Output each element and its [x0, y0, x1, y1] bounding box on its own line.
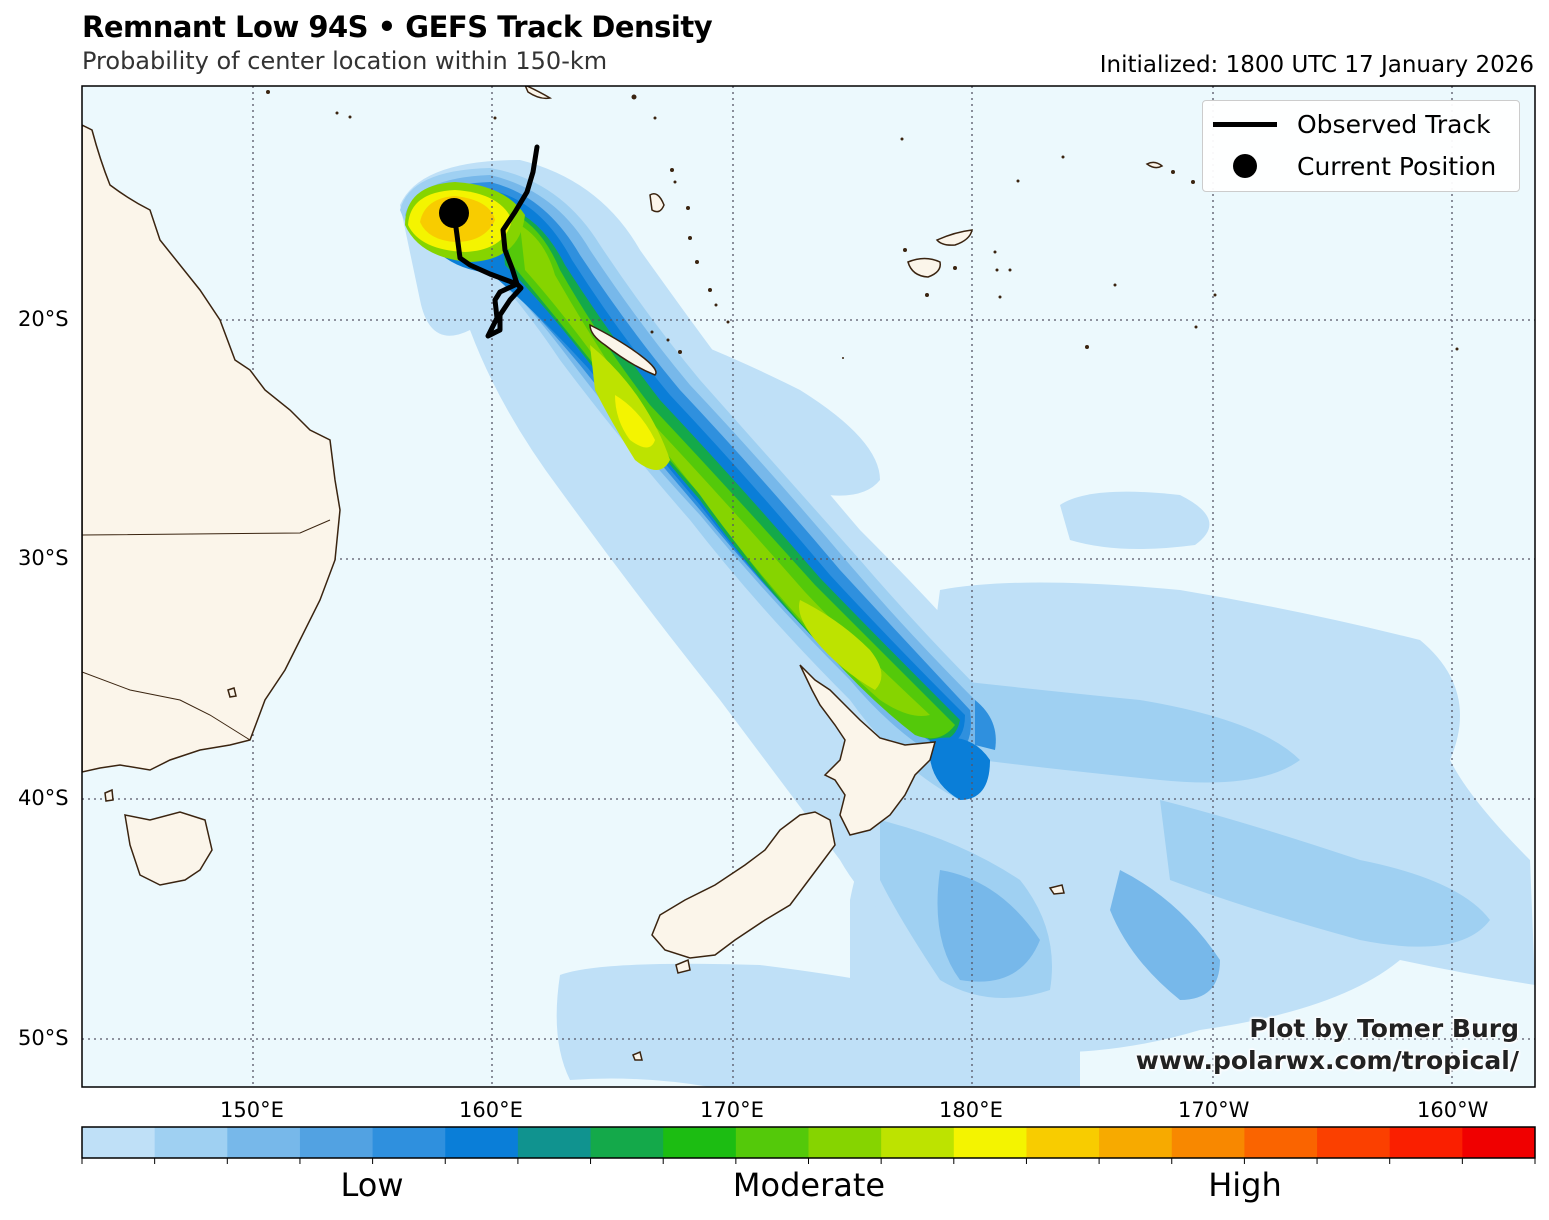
colorbar-label-low: Low: [340, 1166, 404, 1204]
colorbar-swatch: [881, 1127, 955, 1158]
lat-label-30s: 30°S: [18, 546, 69, 570]
colorbar-swatch: [663, 1127, 737, 1158]
colorbar-swatch: [154, 1127, 228, 1158]
fiji-viti-levu: [907, 257, 941, 278]
colorbar-swatch: [590, 1127, 664, 1158]
chart-title: Remnant Low 94S • GEFS Track Density: [82, 10, 713, 44]
colorbar-swatch: [372, 1127, 446, 1158]
current-position-marker: [439, 198, 469, 228]
tasmania: [124, 811, 213, 886]
lat-label-20s: 20°S: [18, 307, 69, 331]
chart-subtitle: Probability of center location within 15…: [82, 47, 608, 75]
lat-label-50s: 50°S: [18, 1026, 69, 1050]
stewart-island: [675, 958, 691, 974]
new-zealand-north-island: [799, 664, 937, 836]
lon-label-170w: 170°W: [1178, 1098, 1250, 1122]
map-frame: [81, 85, 1536, 1088]
legend-observed-track: Observed Track: [1203, 104, 1519, 144]
legend-label-track: Observed Track: [1297, 110, 1491, 139]
legend-current-position: Current Position: [1203, 146, 1519, 186]
colorbar-swatch: [1099, 1127, 1173, 1158]
vanuatu-espiritu: [649, 193, 665, 213]
solomon-islands: [524, 86, 553, 100]
colorbar: [81, 1126, 1536, 1164]
chatham-islands: [1048, 884, 1065, 895]
auckland-islands: [632, 1050, 643, 1061]
credit-url: www.polarwx.com/tropical/: [1135, 1046, 1519, 1075]
colorbar-swatch: [1389, 1127, 1463, 1158]
graticule: [82, 86, 1535, 1087]
legend-label-position: Current Position: [1297, 152, 1497, 181]
position-dot-swatch: [1233, 154, 1257, 178]
lon-label-150e: 150°E: [220, 1098, 284, 1122]
lon-label-180e: 180°E: [939, 1098, 1003, 1122]
lon-label-170e: 170°E: [700, 1098, 764, 1122]
colorbar-swatch: [227, 1127, 301, 1158]
samoa: [1145, 161, 1164, 169]
colorbar-swatch: [808, 1127, 882, 1158]
map-legend: Observed Track Current Position: [1202, 100, 1520, 192]
colorbar-swatch: [1171, 1127, 1245, 1158]
australia-landmass: [82, 124, 341, 773]
fiji-vanua-levu: [935, 229, 973, 246]
state-borders: [82, 519, 331, 741]
small-islands: [266, 90, 1459, 359]
colorbar-swatch: [82, 1127, 156, 1158]
colorbar-label-moderate: Moderate: [732, 1166, 886, 1204]
colorbar-swatch: [1244, 1127, 1318, 1158]
lord-howe: [227, 687, 237, 698]
colorbar-swatch: [953, 1127, 1027, 1158]
colorbar-swatch: [1026, 1127, 1100, 1158]
init-time: Initialized: 1800 UTC 17 January 2026: [1099, 52, 1534, 78]
new-zealand-south-island: [651, 811, 836, 959]
colorbar-swatch: [735, 1127, 809, 1158]
colorbar-swatch: [517, 1127, 592, 1158]
credit-author: Plot by Tomer Burg: [1249, 1014, 1519, 1043]
observed-track: [451, 144, 540, 339]
new-caledonia: [589, 323, 657, 376]
track-line-swatch: [1213, 122, 1277, 127]
colorbar-swatch: [1462, 1127, 1536, 1158]
colorbar-swatch: [445, 1127, 519, 1158]
lon-label-160w: 160°W: [1417, 1098, 1489, 1122]
colorbar-swatch: [299, 1127, 374, 1158]
lon-label-160e: 160°E: [459, 1098, 523, 1122]
colorbar-label-high: High: [1208, 1166, 1282, 1204]
coastlines: [82, 86, 1164, 1061]
kangaroo-island: [104, 788, 114, 802]
lat-label-40s: 40°S: [18, 786, 69, 810]
density-shading: [400, 160, 1535, 1087]
colorbar-swatch: [1317, 1127, 1391, 1158]
